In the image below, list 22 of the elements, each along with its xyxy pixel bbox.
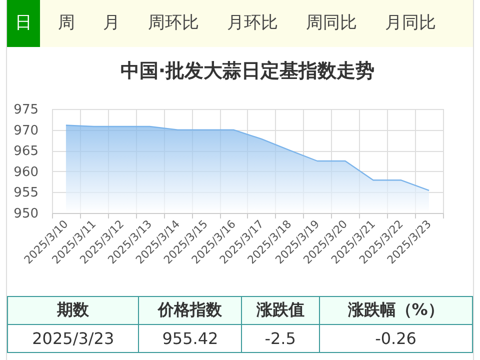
y-tick-label: 950: [14, 206, 38, 222]
text: 2025/3/23: [8, 324, 139, 352]
text: 涨跌幅（%）: [319, 296, 472, 324]
text: -2.5: [242, 324, 320, 352]
text: -0.26: [319, 324, 472, 352]
text: 月: [102, 12, 121, 35]
text: 涨跌值: [242, 296, 320, 324]
text: 月环比: [226, 12, 279, 35]
text: 周: [57, 12, 76, 35]
chart-title: 中国·批发大蒜日定基指数走势: [120, 60, 375, 82]
text: 期数: [8, 296, 139, 324]
y-tick-label: 960: [14, 164, 38, 180]
text: 周环比: [147, 12, 200, 35]
text: 周同比: [305, 12, 358, 35]
text: 955.42: [138, 324, 242, 352]
text: 月同比: [384, 12, 437, 35]
text: 日: [7, 0, 40, 47]
y-tick-label: 965: [14, 144, 38, 160]
text: 价格指数: [138, 296, 242, 324]
y-tick-label: 955: [14, 186, 38, 201]
y-tick-label: 970: [14, 123, 38, 138]
y-tick-label: 975: [14, 102, 38, 118]
